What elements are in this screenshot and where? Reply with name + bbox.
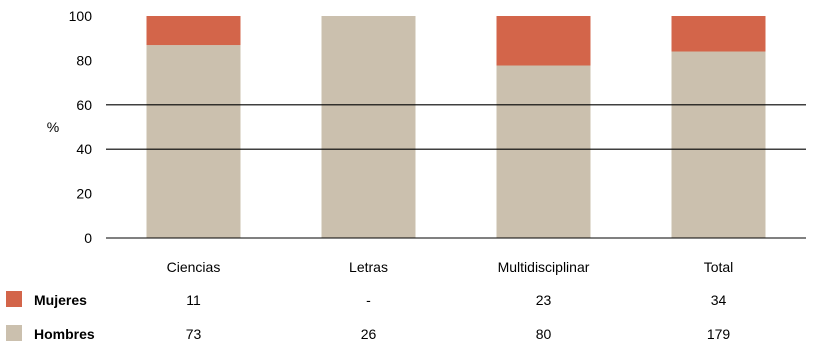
- bar-hombres-total: [671, 51, 766, 238]
- y-tick-label: 100: [69, 8, 93, 24]
- bar-hombres-ciencias: [146, 45, 241, 238]
- y-tick-label: 80: [76, 52, 92, 68]
- bar-mujeres-total: [671, 16, 766, 52]
- bar-hombres-letras: [321, 16, 416, 238]
- table-cell: 11: [186, 292, 201, 308]
- table-row-label: Mujeres: [34, 292, 87, 308]
- legend-swatch-hombres: [6, 325, 22, 341]
- table-cell: 73: [186, 326, 202, 342]
- bars-group: [146, 16, 766, 238]
- y-tick-label: 20: [76, 186, 92, 202]
- x-category-label: Ciencias: [167, 259, 221, 275]
- y-ticks-group: 0 20 40 60 80 100: [69, 8, 93, 246]
- bar-hombres-multidisciplinar: [496, 65, 591, 238]
- x-category-label: Letras: [349, 259, 388, 275]
- table-cell: 179: [707, 326, 731, 342]
- table-cell: 80: [536, 326, 552, 342]
- bar-mujeres-multidisciplinar: [496, 16, 591, 66]
- y-tick-label: 60: [76, 97, 92, 113]
- table-row-label: Hombres: [34, 326, 95, 342]
- gridlines-group: [106, 104, 806, 239]
- table-cell: 23: [536, 292, 552, 308]
- y-axis-label: %: [47, 119, 59, 135]
- table-cell: 26: [361, 326, 377, 342]
- table-cell: 34: [711, 292, 727, 308]
- data-table: Mujeres 11 - 23 34 Hombres 73 26 80 179: [6, 291, 730, 342]
- y-tick-label: 40: [76, 141, 92, 157]
- bar-mujeres-ciencias: [146, 16, 241, 46]
- legend-swatch-mujeres: [6, 291, 22, 307]
- category-labels-group: Ciencias Letras Multidisciplinar Total: [167, 259, 734, 275]
- y-tick-label: 0: [84, 230, 92, 246]
- x-category-label: Multidisciplinar: [498, 259, 590, 275]
- x-category-label: Total: [704, 259, 734, 275]
- table-cell: -: [366, 292, 371, 308]
